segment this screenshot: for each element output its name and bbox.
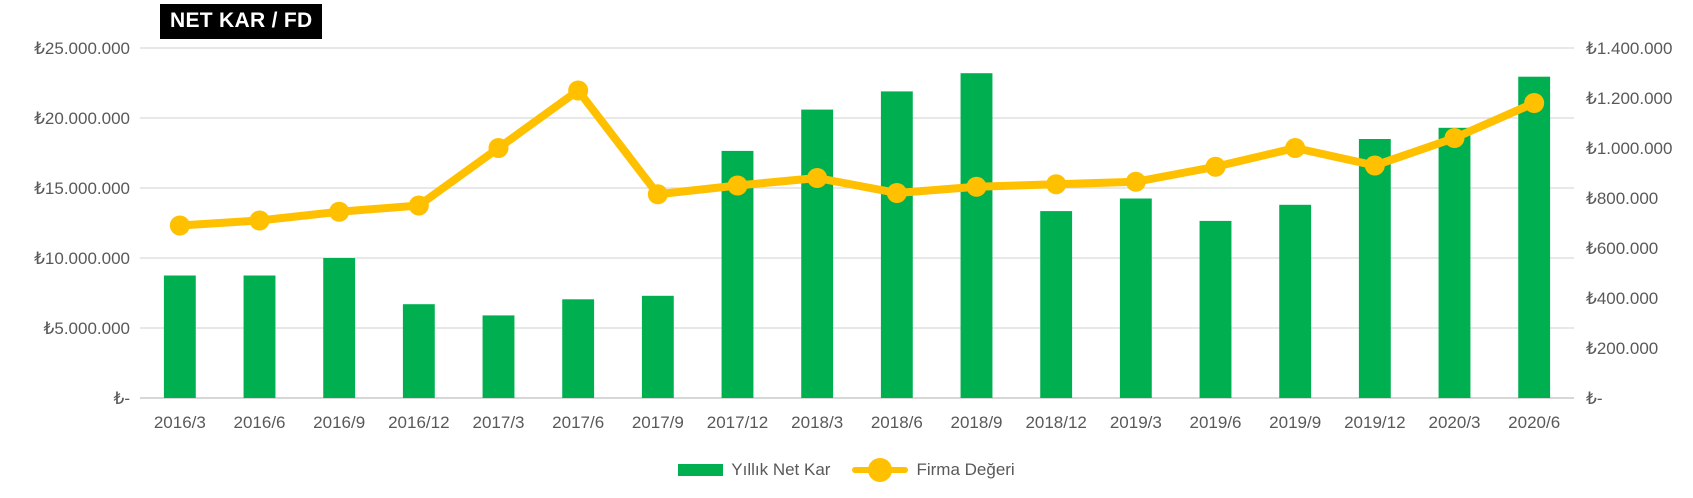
x-axis-tick-label: 2017/9 <box>632 413 684 432</box>
x-axis-tick-label: 2019/9 <box>1269 413 1321 432</box>
right-axis-tick-label: ₺200.000 <box>1586 339 1658 358</box>
right-axis-tick-label: ₺600.000 <box>1586 239 1658 258</box>
right-axis-tick-label: ₺400.000 <box>1586 289 1658 308</box>
bar <box>1438 127 1471 399</box>
line-point <box>1444 128 1465 148</box>
left-axis-tick-label: ₺- <box>114 389 130 408</box>
bar <box>641 295 674 398</box>
x-axis-tick-label: 2018/6 <box>871 413 923 432</box>
legend-bar-swatch <box>678 464 724 476</box>
bar-series <box>163 73 1551 399</box>
x-axis-tick-label: 2018/12 <box>1025 413 1086 432</box>
legend-item-line: Firma Değeri <box>852 458 1015 482</box>
bar <box>1518 76 1551 398</box>
line-point <box>647 184 668 205</box>
x-axis-tick-label: 2017/12 <box>707 413 768 432</box>
chart-plot: ₺- ₺5.000.000 ₺10.000.000 ₺15.000.000 ₺20.00… <box>34 39 1672 432</box>
left-axis-tick-label: ₺20.000.000 <box>34 109 130 128</box>
bar <box>801 109 834 398</box>
right-axis-tick-label: ₺1.000.000 <box>1586 139 1672 158</box>
legend-line-label: Firma Değeri <box>916 460 1015 479</box>
line-point <box>1046 174 1067 195</box>
line-point <box>488 138 509 158</box>
x-axis-tick-label: 2017/3 <box>473 413 525 432</box>
x-axis-tick-label: 2020/6 <box>1508 413 1560 432</box>
line-point <box>886 183 907 203</box>
line-point <box>1205 156 1226 177</box>
line-point <box>1285 138 1306 158</box>
x-axis-tick-label: 2016/9 <box>313 413 365 432</box>
right-axis-tick-label: ₺1.400.000 <box>1586 39 1672 58</box>
bar <box>1040 211 1073 398</box>
left-axis-ticks: ₺- ₺5.000.000 ₺10.000.000 ₺15.000.000 ₺20.00… <box>34 39 130 408</box>
bar <box>1279 204 1312 398</box>
bar <box>1358 139 1391 398</box>
legend-bar-label: Yıllık Net Kar <box>731 460 831 479</box>
legend-item-bar: Yıllık Net Kar <box>678 460 830 480</box>
line-point <box>1364 155 1385 176</box>
legend-line-swatch <box>852 458 909 482</box>
line-series <box>169 80 1545 236</box>
x-axis-tick-label: 2019/6 <box>1190 413 1242 432</box>
line-point <box>966 176 987 197</box>
right-axis-tick-label: ₺1.200.000 <box>1586 89 1672 108</box>
bar <box>402 304 435 398</box>
x-axis-tick-label: 2016/12 <box>388 413 449 432</box>
x-axis-tick-label: 2016/6 <box>234 413 286 432</box>
x-axis-tick-label: 2020/3 <box>1429 413 1481 432</box>
line-path <box>175 86 1539 230</box>
left-axis-tick-label: ₺15.000.000 <box>34 179 130 198</box>
bar <box>1119 198 1152 398</box>
line-point <box>727 175 748 196</box>
bar <box>1199 220 1232 398</box>
bar <box>163 275 196 398</box>
x-axis-tick-label: 2018/9 <box>951 413 1003 432</box>
x-axis-ticks: 2016/3 2016/6 2016/9 2016/12 2017/3 2017/6 201… <box>154 413 1560 432</box>
bar <box>562 299 595 398</box>
line-point <box>249 210 270 231</box>
line-point <box>1125 171 1146 192</box>
x-axis-tick-label: 2019/12 <box>1344 413 1405 432</box>
bar <box>482 315 515 398</box>
line-point <box>169 215 190 236</box>
legend: Yıllık Net Kar Firma Değeri <box>0 455 1693 485</box>
x-axis-tick-label: 2019/3 <box>1110 413 1162 432</box>
x-axis-tick-label: 2018/3 <box>791 413 843 432</box>
x-axis-tick-label: 2016/3 <box>154 413 206 432</box>
right-axis-tick-label: ₺- <box>1586 389 1602 408</box>
bar <box>323 258 356 398</box>
right-axis-ticks: ₺- ₺200.000 ₺400.000 ₺600.000 ₺800.000 ₺1.000… <box>1586 39 1672 408</box>
bar <box>960 73 993 398</box>
x-axis-tick-label: 2017/6 <box>552 413 604 432</box>
left-axis-tick-label: ₺10.000.000 <box>34 249 130 268</box>
line-point <box>807 168 828 188</box>
line-point <box>1524 93 1545 113</box>
left-axis-tick-label: ₺5.000.000 <box>44 319 130 338</box>
bar <box>880 91 913 399</box>
left-axis-tick-label: ₺25.000.000 <box>34 39 130 58</box>
chart-title: NET KAR / FD <box>160 4 323 39</box>
gridlines <box>140 47 1574 399</box>
line-point <box>568 80 589 101</box>
line-point <box>329 201 350 222</box>
right-axis-tick-label: ₺800.000 <box>1586 189 1658 208</box>
bar <box>243 275 276 398</box>
line-point <box>408 195 429 216</box>
